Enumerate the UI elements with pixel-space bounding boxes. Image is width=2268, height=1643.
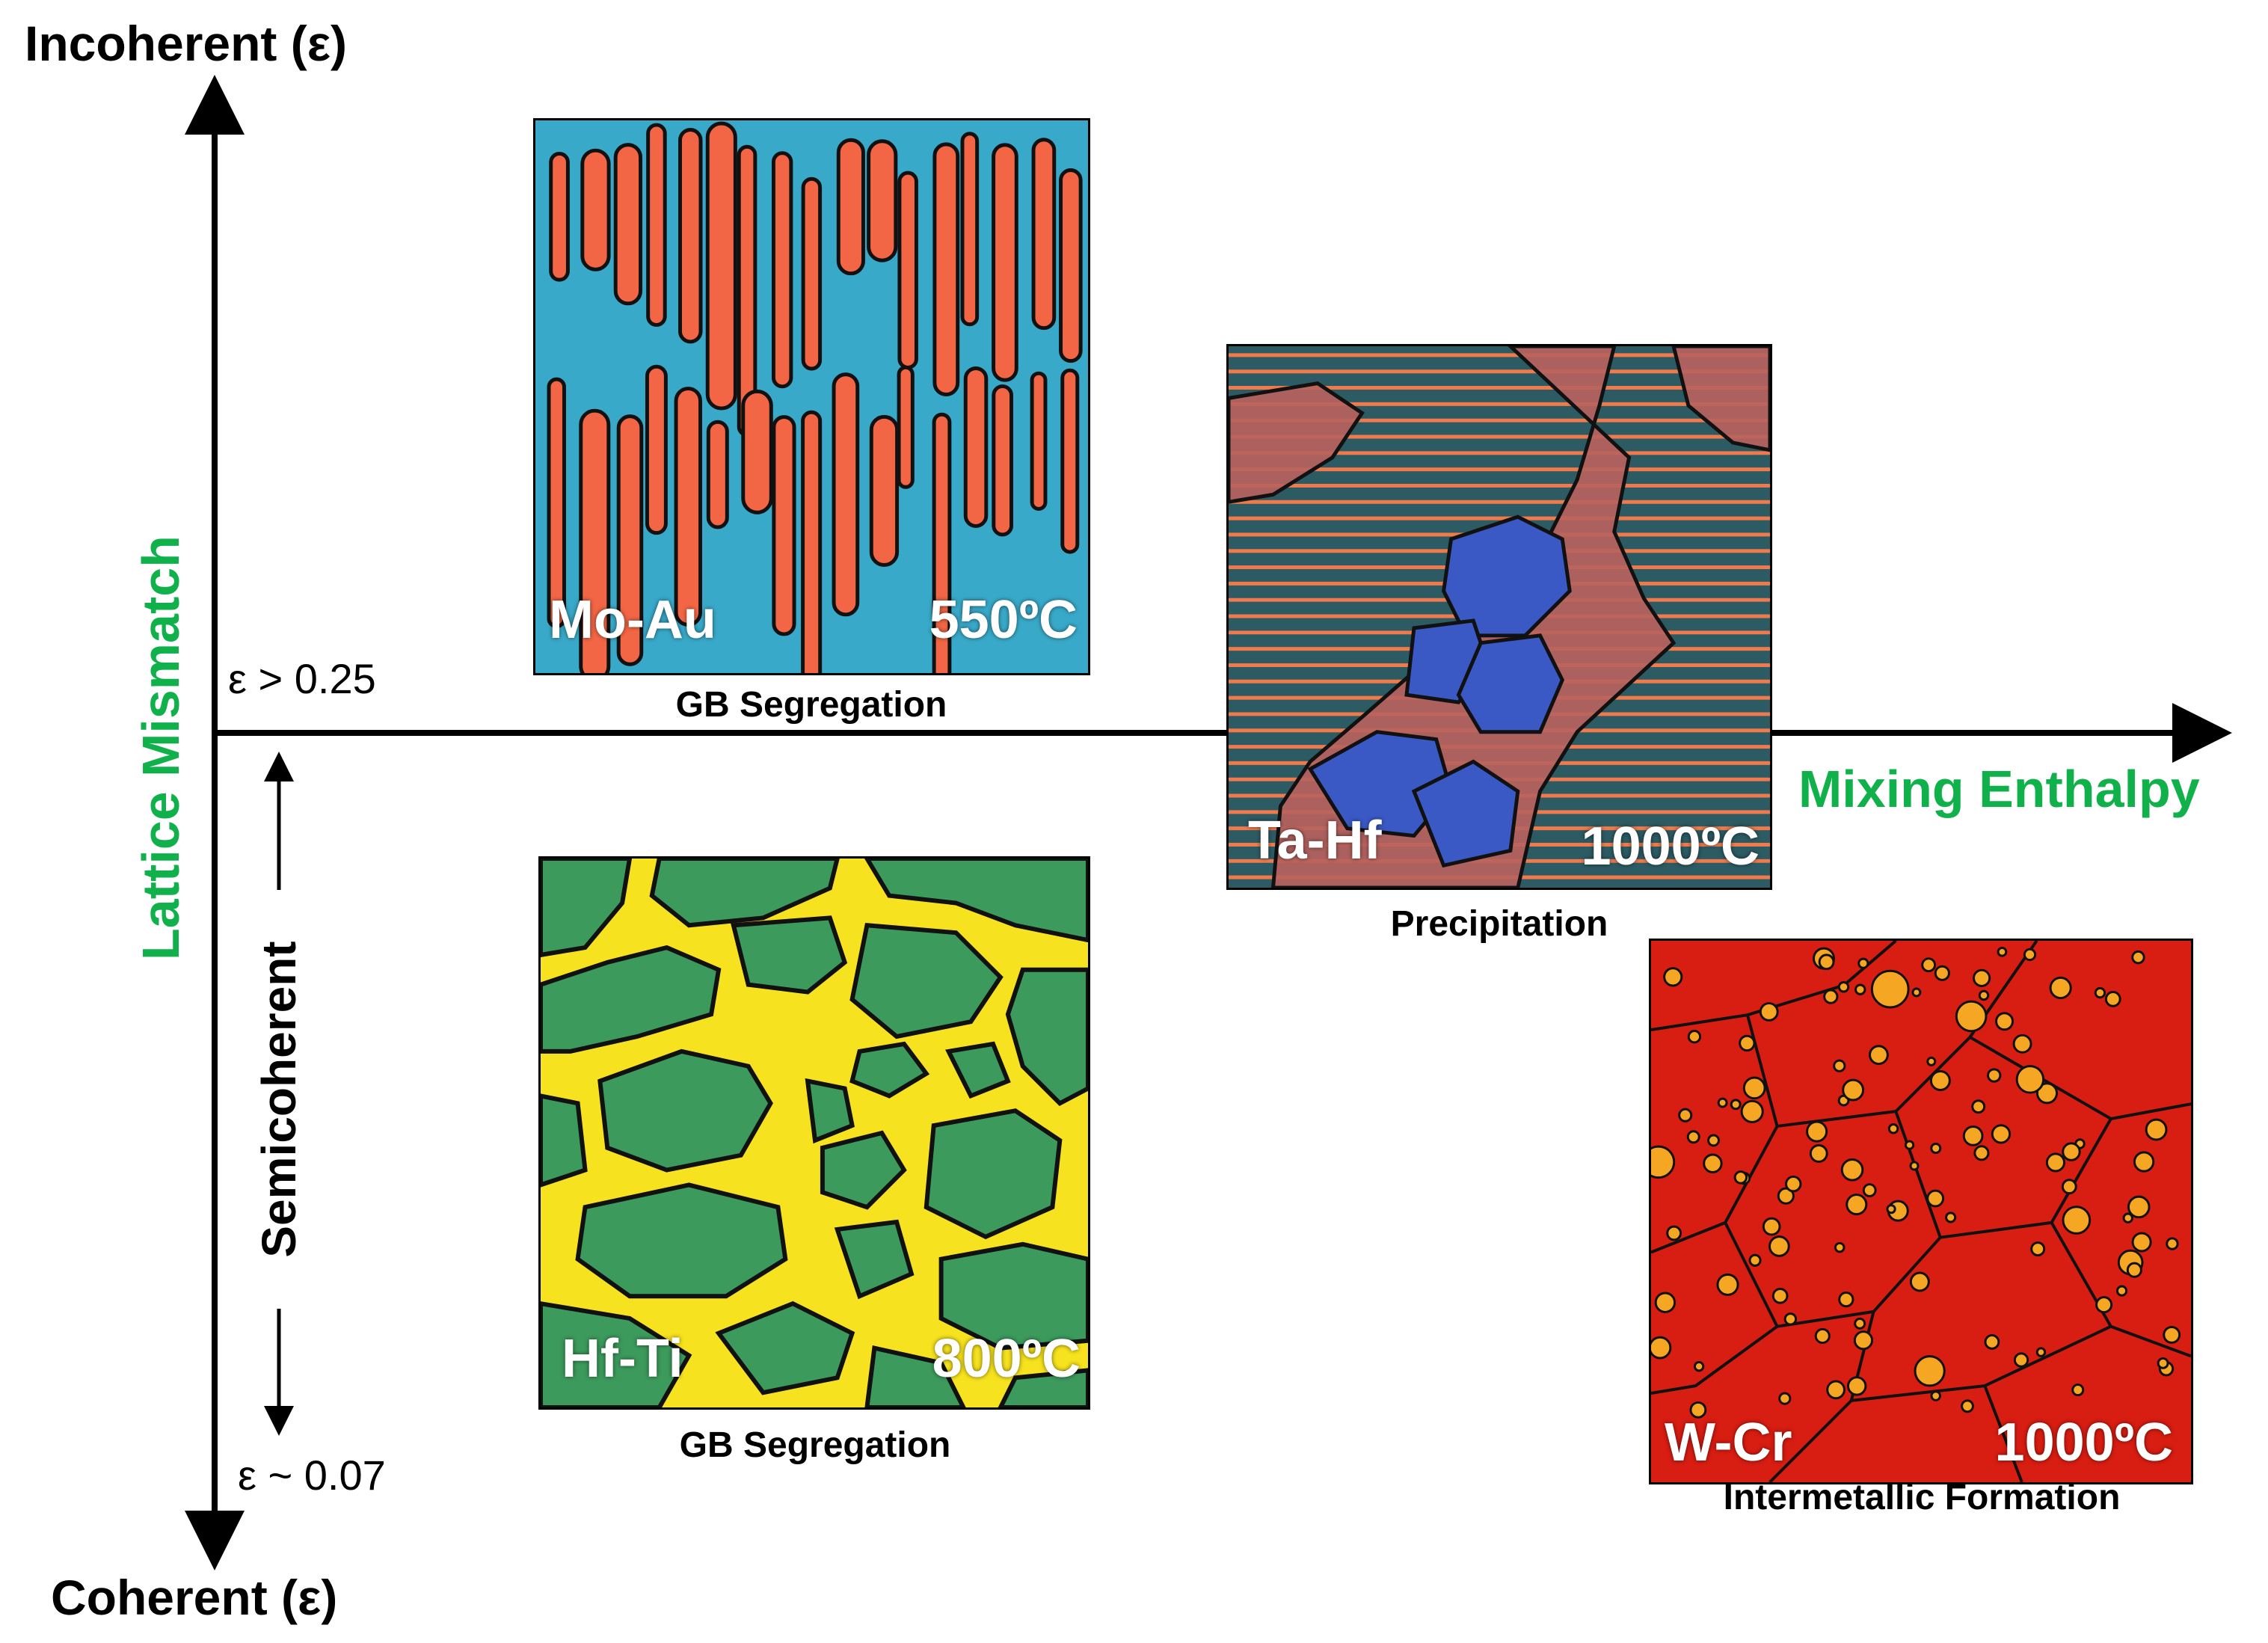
x-axis-title: Mixing Enthalpy — [1798, 760, 2200, 818]
panel-temperature-label: 800ºC — [932, 1329, 1081, 1389]
caption-ta-hf: Precipitation — [1390, 904, 1608, 944]
micrograph-hf-ti: Hf-Ti 800ºC — [538, 856, 1090, 1410]
micrograph-ta-hf: Ta-Hf 1000ºC — [1226, 344, 1772, 890]
panel-system-label: Mo-Au — [549, 590, 716, 650]
micrograph-mo-au: Mo-Au 550ºC — [533, 118, 1090, 675]
ta-hf-texture — [1229, 346, 1770, 888]
eps-lower-label: ε ~ 0.07 — [238, 1452, 386, 1499]
panel-system-label: Hf-Ti — [562, 1329, 683, 1389]
hf-ti-texture — [541, 859, 1088, 1407]
w-cr-texture — [1651, 941, 2191, 1482]
caption-mo-au: GB Segregation — [675, 685, 947, 725]
panel-temperature-label: 1000ºC — [1994, 1413, 2173, 1472]
y-axis-title: Lattice Mismatch — [132, 535, 190, 960]
caption-w-cr: Intermetallic Formation — [1723, 1478, 2121, 1517]
panel-system-label: W-Cr — [1665, 1413, 1792, 1472]
panel-temperature-label: 550ºC — [929, 590, 1078, 650]
y-top-label: Incoherent (ε) — [25, 16, 347, 71]
panel-system-label: Ta-Hf — [1248, 811, 1382, 870]
micrograph-w-cr: W-Cr 1000ºC — [1649, 939, 2193, 1484]
panel-temperature-label: 1000ºC — [1581, 817, 1760, 876]
y-bottom-label: Coherent (ε) — [51, 1570, 338, 1625]
mo-au-texture — [535, 120, 1088, 673]
semicoherent-label: Semicoherent — [252, 941, 306, 1258]
caption-hf-ti: GB Segregation — [679, 1425, 951, 1465]
eps-upper-label: ε > 0.25 — [228, 655, 376, 702]
